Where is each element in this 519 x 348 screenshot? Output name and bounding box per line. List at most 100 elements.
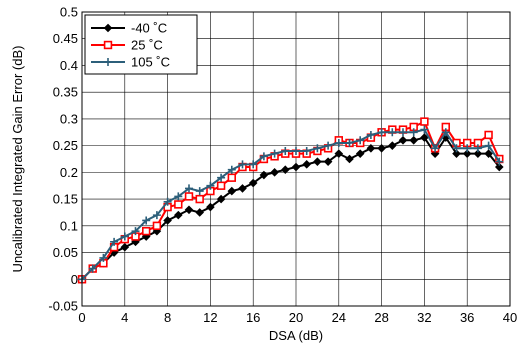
y-tick-label: 0.35 (53, 85, 78, 100)
legend-marker (104, 58, 112, 66)
x-tick-label: 8 (164, 310, 171, 325)
x-tick-label: 16 (246, 310, 260, 325)
data-point (248, 178, 258, 188)
data-point (110, 237, 119, 246)
data-point (473, 149, 483, 158)
data-point (377, 128, 386, 137)
data-point (163, 216, 172, 225)
y-tick-label: 0 (71, 272, 78, 287)
data-point (473, 144, 482, 153)
data-point (420, 117, 429, 126)
x-tick-label: 32 (417, 310, 431, 325)
data-point (334, 149, 344, 158)
data-point (184, 192, 194, 201)
data-point (484, 130, 493, 140)
data-point (313, 144, 322, 153)
data-point (163, 197, 172, 206)
series-1 (77, 133, 504, 284)
data-point (280, 165, 290, 174)
data-point (420, 125, 429, 134)
plot-frame (81, 11, 511, 307)
data-point (195, 194, 204, 204)
data-point (302, 160, 312, 169)
data-point (399, 128, 407, 137)
data-point (345, 138, 354, 147)
data-point (366, 130, 375, 139)
data-point (206, 202, 215, 212)
data-point (259, 170, 269, 180)
data-point (452, 144, 461, 153)
series-line (81, 120, 501, 280)
data-point (441, 128, 450, 137)
data-point (398, 135, 408, 145)
x-tick-label: 40 (503, 310, 517, 325)
data-point (409, 128, 418, 137)
data-point (227, 186, 237, 196)
data-point (355, 149, 365, 158)
data-point (291, 162, 301, 172)
data-point (174, 192, 183, 201)
data-point (409, 135, 419, 145)
legend-marker (103, 40, 113, 50)
data-point (174, 200, 183, 209)
data-point (120, 242, 130, 252)
legend-item: 25 ˚C (91, 38, 163, 53)
x-tick-label: 36 (460, 310, 474, 325)
data-point (313, 157, 322, 166)
x-tick-label: 4 (121, 310, 128, 325)
legend: -40 ˚C 25 ˚C 105 ˚C (84, 14, 198, 75)
data-point (216, 181, 226, 190)
data-point (120, 232, 129, 241)
data-point (388, 128, 397, 137)
data-point (238, 184, 247, 193)
y-tick-label: -0.05 (48, 299, 78, 314)
y-tick-label: 0.2 (60, 165, 78, 180)
y-tick-label: 0.4 (60, 58, 78, 73)
legend-marker (103, 23, 113, 33)
legend-item: -40 ˚C (91, 21, 167, 36)
data-point (227, 165, 236, 174)
legend-label: 105 ˚C (131, 55, 170, 70)
series-layer (77, 117, 504, 284)
data-point (324, 141, 333, 150)
data-point (142, 216, 151, 225)
data-point (249, 160, 258, 169)
data-point (99, 253, 108, 262)
y-tick-label: 0.15 (53, 192, 78, 207)
data-point (227, 173, 236, 182)
data-point (131, 227, 140, 236)
x-axis-title: DSA (dB) (269, 328, 323, 343)
y-axis-title: Uncalibrated Integrated Gain Error (dB) (10, 46, 25, 273)
data-point (270, 149, 279, 158)
data-point (484, 149, 493, 158)
data-point (334, 138, 343, 147)
x-tick-label: 20 (289, 310, 303, 325)
series-line (81, 128, 501, 280)
data-point (238, 160, 247, 169)
data-point (495, 157, 504, 166)
data-point (185, 184, 193, 193)
data-point (152, 221, 162, 231)
data-point (270, 168, 279, 177)
data-point (452, 149, 461, 158)
x-tick-label: 12 (203, 310, 217, 325)
data-point (195, 187, 204, 196)
x-tick-label: 24 (332, 310, 346, 325)
data-point (184, 205, 194, 215)
data-point (463, 144, 472, 153)
y-tick-label: 0.1 (60, 218, 78, 233)
legend-item: 105 ˚C (91, 55, 170, 70)
legend-label: 25 ˚C (131, 38, 163, 53)
series-3 (78, 125, 504, 284)
x-tick-label: 0 (78, 310, 85, 325)
data-point (259, 152, 268, 161)
data-point (152, 211, 161, 220)
data-point (292, 146, 300, 155)
y-tick-label: 0.45 (53, 31, 78, 46)
data-point (377, 144, 386, 153)
data-point (366, 144, 376, 153)
legend-label: -40 ˚C (131, 21, 167, 36)
y-tick-label: 0.5 (60, 5, 78, 20)
y-tick-label: 0.3 (60, 111, 78, 126)
data-point (462, 149, 472, 158)
